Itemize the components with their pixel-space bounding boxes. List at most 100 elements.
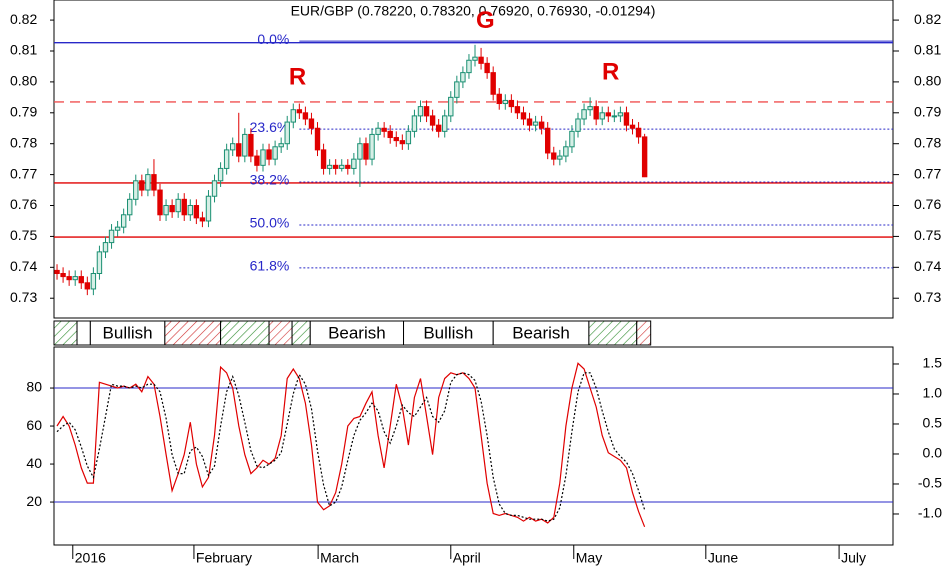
y-tick-label: 60 bbox=[26, 417, 42, 433]
candle-body bbox=[351, 158, 357, 169]
candle-body bbox=[520, 112, 527, 120]
candle-body bbox=[236, 143, 242, 157]
candle-body bbox=[139, 180, 145, 191]
candle-body bbox=[181, 198, 187, 216]
x-tick-label: May bbox=[576, 550, 602, 566]
band-segment bbox=[636, 320, 652, 346]
fib-label: 50.0% bbox=[250, 215, 290, 231]
candle-body bbox=[538, 121, 545, 129]
x-tick-label: March bbox=[320, 550, 359, 566]
candle-body bbox=[102, 242, 109, 253]
y2-tick-label: 0.73 bbox=[914, 289, 941, 305]
candle-body bbox=[399, 140, 406, 145]
fib-label: 23.6% bbox=[250, 119, 290, 135]
candle-body bbox=[508, 99, 515, 108]
y2-tick-label: 0.77 bbox=[914, 165, 941, 181]
candle-body bbox=[514, 106, 521, 114]
candle-body bbox=[466, 59, 472, 74]
y2-tick-label: 0.5 bbox=[923, 415, 943, 431]
candle-body bbox=[569, 130, 575, 148]
candle-body bbox=[145, 174, 151, 191]
candle-body bbox=[320, 149, 327, 169]
candle-body bbox=[417, 106, 424, 117]
candle-body bbox=[266, 149, 272, 160]
candle-body bbox=[278, 143, 284, 148]
candle-body bbox=[605, 112, 611, 117]
candle-body bbox=[448, 96, 454, 117]
candle-body bbox=[326, 164, 333, 169]
candle-body bbox=[587, 106, 593, 111]
candle-body bbox=[302, 112, 309, 120]
y2-tick-label: 1.5 bbox=[923, 355, 943, 371]
candle-body bbox=[205, 195, 212, 222]
y-tick-label: 0.77 bbox=[10, 165, 37, 181]
candle-body bbox=[90, 272, 97, 290]
candle-body bbox=[387, 130, 393, 139]
candle-body bbox=[454, 81, 460, 98]
y2-tick-label: 0.74 bbox=[914, 258, 941, 274]
candle-body bbox=[290, 109, 296, 123]
candle-body bbox=[545, 127, 551, 154]
y-tick-label: 0.76 bbox=[10, 196, 37, 212]
y2-tick-label: 0.78 bbox=[914, 134, 941, 150]
series-line bbox=[56, 372, 646, 522]
chart-title: EUR/GBP (0.78220, 0.78320, 0.76920, 0.76… bbox=[291, 3, 656, 19]
band-segment bbox=[588, 320, 638, 346]
candle-body bbox=[54, 269, 60, 274]
candle-body bbox=[629, 124, 636, 129]
candle-body bbox=[575, 118, 581, 132]
candle-body bbox=[423, 106, 430, 117]
candle-body bbox=[254, 155, 260, 166]
band-segment bbox=[291, 320, 311, 346]
y-tick-label: 80 bbox=[26, 379, 42, 395]
y2-tick-label: 0.79 bbox=[914, 104, 941, 120]
x-tick-label: June bbox=[708, 550, 739, 566]
candle-body bbox=[272, 146, 278, 160]
candle-body bbox=[339, 164, 345, 169]
band-label: Bullish bbox=[103, 323, 153, 342]
y-tick-label: 0.73 bbox=[10, 289, 37, 305]
candle-body bbox=[526, 118, 533, 126]
band-label: Bearish bbox=[512, 323, 570, 342]
y-tick-label: 0.82 bbox=[10, 11, 37, 27]
candle-body bbox=[223, 149, 230, 169]
candle-body bbox=[248, 133, 254, 157]
y-tick-label: 0.79 bbox=[10, 104, 37, 120]
candle-body bbox=[405, 130, 412, 145]
candle-body bbox=[120, 214, 127, 228]
y-tick-label: 0.78 bbox=[10, 134, 37, 150]
candle-body bbox=[581, 109, 587, 120]
candle-body bbox=[151, 174, 157, 191]
candle-body bbox=[593, 106, 599, 120]
band-segment bbox=[268, 320, 293, 346]
band-segment bbox=[492, 320, 590, 346]
candle-body bbox=[369, 133, 375, 160]
candle-body bbox=[314, 127, 321, 151]
y-tick-label: 0.74 bbox=[10, 258, 37, 274]
y2-tick-label: 0.75 bbox=[914, 227, 941, 243]
candle-body bbox=[442, 115, 448, 132]
candle-body bbox=[532, 121, 539, 126]
candle-body bbox=[157, 189, 163, 216]
candle-body bbox=[381, 127, 387, 132]
candle-body bbox=[345, 164, 351, 169]
y-tick-label: 0.81 bbox=[10, 42, 37, 58]
series-line bbox=[56, 362, 646, 528]
band-label: Bearish bbox=[328, 323, 386, 342]
candle-body bbox=[133, 180, 139, 200]
band-segment bbox=[76, 320, 91, 346]
y2-tick-label: 1.0 bbox=[923, 385, 943, 401]
candle-body bbox=[635, 127, 642, 138]
band-segment bbox=[53, 320, 78, 346]
band-segment bbox=[220, 320, 270, 346]
candle-body bbox=[217, 167, 224, 182]
candle-body bbox=[187, 205, 193, 216]
y2-tick-label: 0.80 bbox=[914, 73, 941, 89]
y2-tick-label: 0.81 bbox=[914, 42, 941, 58]
candle-body bbox=[60, 272, 66, 278]
candle-body bbox=[411, 115, 418, 132]
candle-body bbox=[611, 115, 618, 118]
y2-tick-label: -0.5 bbox=[918, 475, 942, 491]
candle-body bbox=[375, 127, 381, 135]
